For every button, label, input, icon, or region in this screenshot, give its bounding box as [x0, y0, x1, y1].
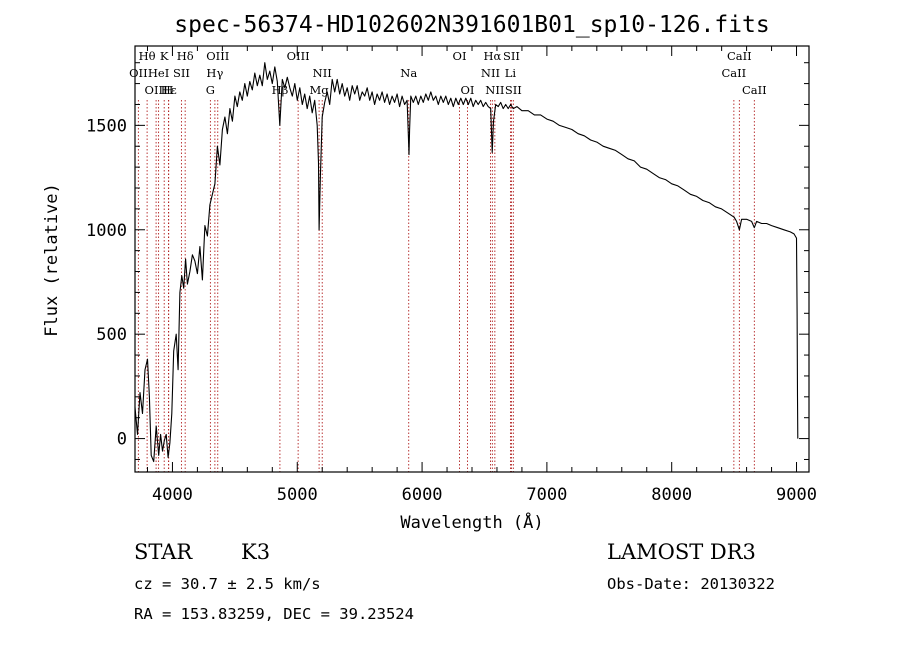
chart-title: spec-56374-HD102602N391601B01_sp10-126.f…: [174, 12, 769, 38]
spectral-line-label: Hγ: [206, 66, 223, 80]
y-tick-label: 0: [117, 430, 127, 450]
y-tick-label: 500: [96, 325, 127, 345]
spectral-line-label: Na: [400, 66, 417, 80]
spectral-line-label: G: [206, 83, 215, 97]
spectral-line-label: CaII: [721, 66, 746, 80]
x-tick-label: 8000: [651, 485, 692, 505]
spectral-line-label: CaII: [727, 49, 752, 63]
spectral-line-label: H: [163, 83, 173, 97]
spectral-subclass: K3: [241, 540, 270, 564]
spectral-line-label: Hθ: [139, 49, 156, 63]
spectrum-series: [134, 62, 799, 463]
y-tick-label: 1500: [86, 116, 127, 136]
spectral-line-label: NII: [485, 83, 504, 97]
x-tick-label: 5000: [277, 485, 318, 505]
x-axis-ticks: 4000 5000 6000 7000 8000 9000: [146, 46, 817, 505]
observation-date: Obs-Date: 20130322: [607, 575, 775, 593]
spectral-line-label: OI: [453, 49, 467, 63]
spectral-line-label: HeI: [148, 66, 169, 80]
survey-name: LAMOST DR3: [607, 540, 756, 564]
spectral-line-label: CaII: [742, 83, 767, 97]
spectral-line-label: SII: [503, 49, 520, 63]
spectral-line-label: K: [160, 49, 169, 63]
spectral-line-label: Li: [505, 66, 517, 80]
plot-frame: [134, 45, 810, 473]
spectral-line-label: Mg: [310, 83, 330, 97]
spectral-line-label: OIII: [287, 49, 310, 63]
spectral-line-label: Hα: [483, 49, 501, 63]
y-axis-ticks: 0 500 1000 1500: [86, 62, 809, 460]
spectral-line-label: OI: [461, 83, 475, 97]
x-axis-label: Wavelength (Å): [400, 511, 543, 533]
spectral-line-label: Hβ: [272, 83, 289, 97]
x-tick-label: 6000: [402, 485, 443, 505]
spectral-line-label: OIII: [145, 83, 168, 97]
spectral-line-label: NII: [481, 66, 500, 80]
spectral-line-label: OII: [129, 66, 148, 80]
redshift-readout: cz = 30.7 ± 2.5 km/s: [134, 575, 321, 593]
spectral-line-label: Hε: [161, 83, 177, 97]
spectral-line-label: SII: [173, 66, 190, 80]
object-type: STAR: [134, 540, 193, 564]
y-axis-label: Flux (relative): [42, 183, 62, 337]
spectral-line-label: OIII: [206, 49, 229, 63]
spectral-line-markers: [137, 100, 755, 472]
spectral-line-label: NII: [313, 66, 332, 80]
spectral-line-label: SII: [505, 83, 522, 97]
x-tick-label: 9000: [776, 485, 817, 505]
y-tick-label: 1000: [86, 221, 127, 241]
spectral-line-label: Hδ: [177, 49, 194, 63]
x-tick-label: 7000: [526, 485, 567, 505]
coordinates-readout: RA = 153.83259, DEC = 39.23524: [134, 605, 414, 623]
x-tick-label: 4000: [152, 485, 193, 505]
